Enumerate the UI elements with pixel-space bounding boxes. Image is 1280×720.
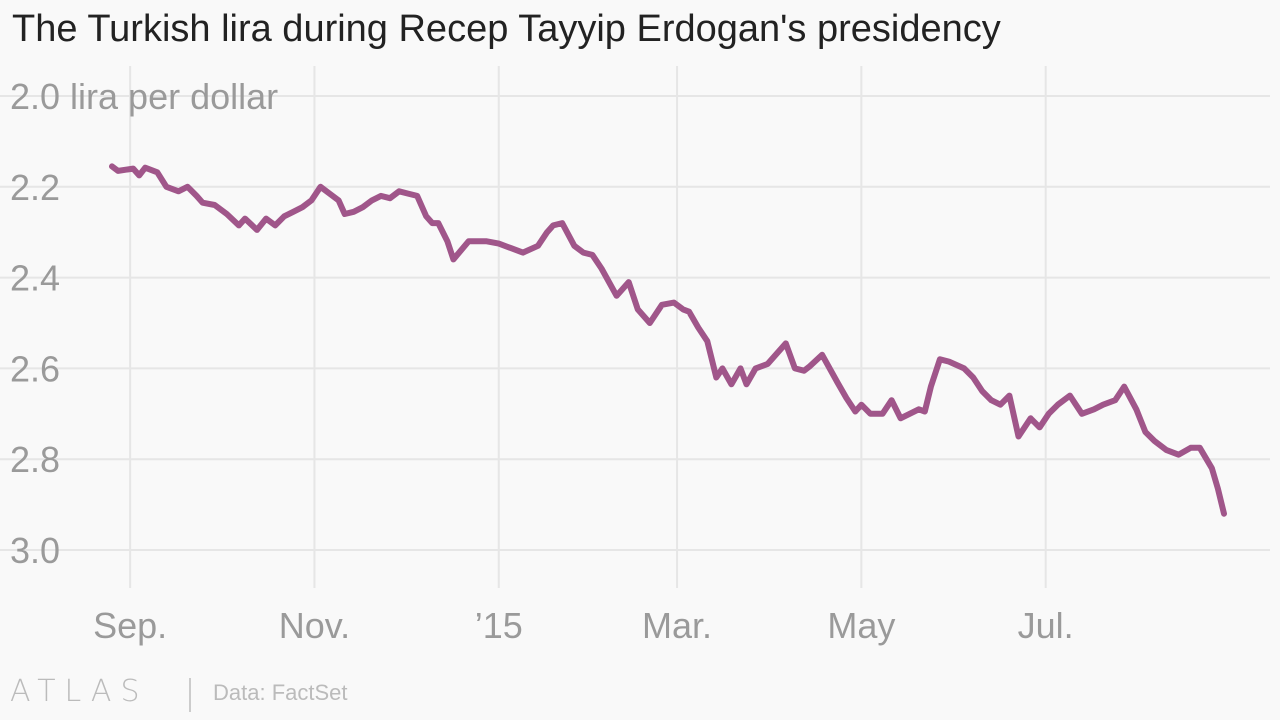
- x-tick-label: Mar.: [642, 605, 712, 646]
- footer-divider: [189, 678, 191, 712]
- x-tick-label: Nov.: [279, 605, 350, 646]
- y-tick-label: 2.2: [10, 167, 60, 208]
- series-layer: [109, 163, 1227, 517]
- y-gridlines: [0, 95, 1270, 551]
- x-gridlines: [129, 66, 1047, 588]
- y-tick-labels: 2.0 lira per dollar 2.2 2.4 2.6 2.8 3.0: [10, 76, 278, 571]
- y-tick-label: 3.0: [10, 530, 60, 571]
- chart-title: The Turkish lira during Recep Tayyip Erd…: [12, 8, 1001, 50]
- x-tick-label: Sep.: [93, 605, 167, 646]
- footer: ATLAS Data: FactSet: [0, 672, 600, 716]
- x-tick-label: May: [827, 605, 895, 646]
- x-tick-label: Jul.: [1018, 605, 1074, 646]
- x-tick-labels: Sep. Nov. ’15 Mar. May Jul.: [93, 605, 1074, 646]
- x-tick-label: ’15: [475, 605, 523, 646]
- atlas-logo: ATLAS: [10, 674, 149, 709]
- y-tick-label: 2.0 lira per dollar: [10, 76, 278, 117]
- y-tick-label: 2.6: [10, 348, 60, 389]
- y-tick-label: 2.4: [10, 258, 60, 299]
- y-tick-label: 2.8: [10, 439, 60, 480]
- data-source: Data: FactSet: [213, 680, 348, 705]
- series-line: [109, 163, 1227, 517]
